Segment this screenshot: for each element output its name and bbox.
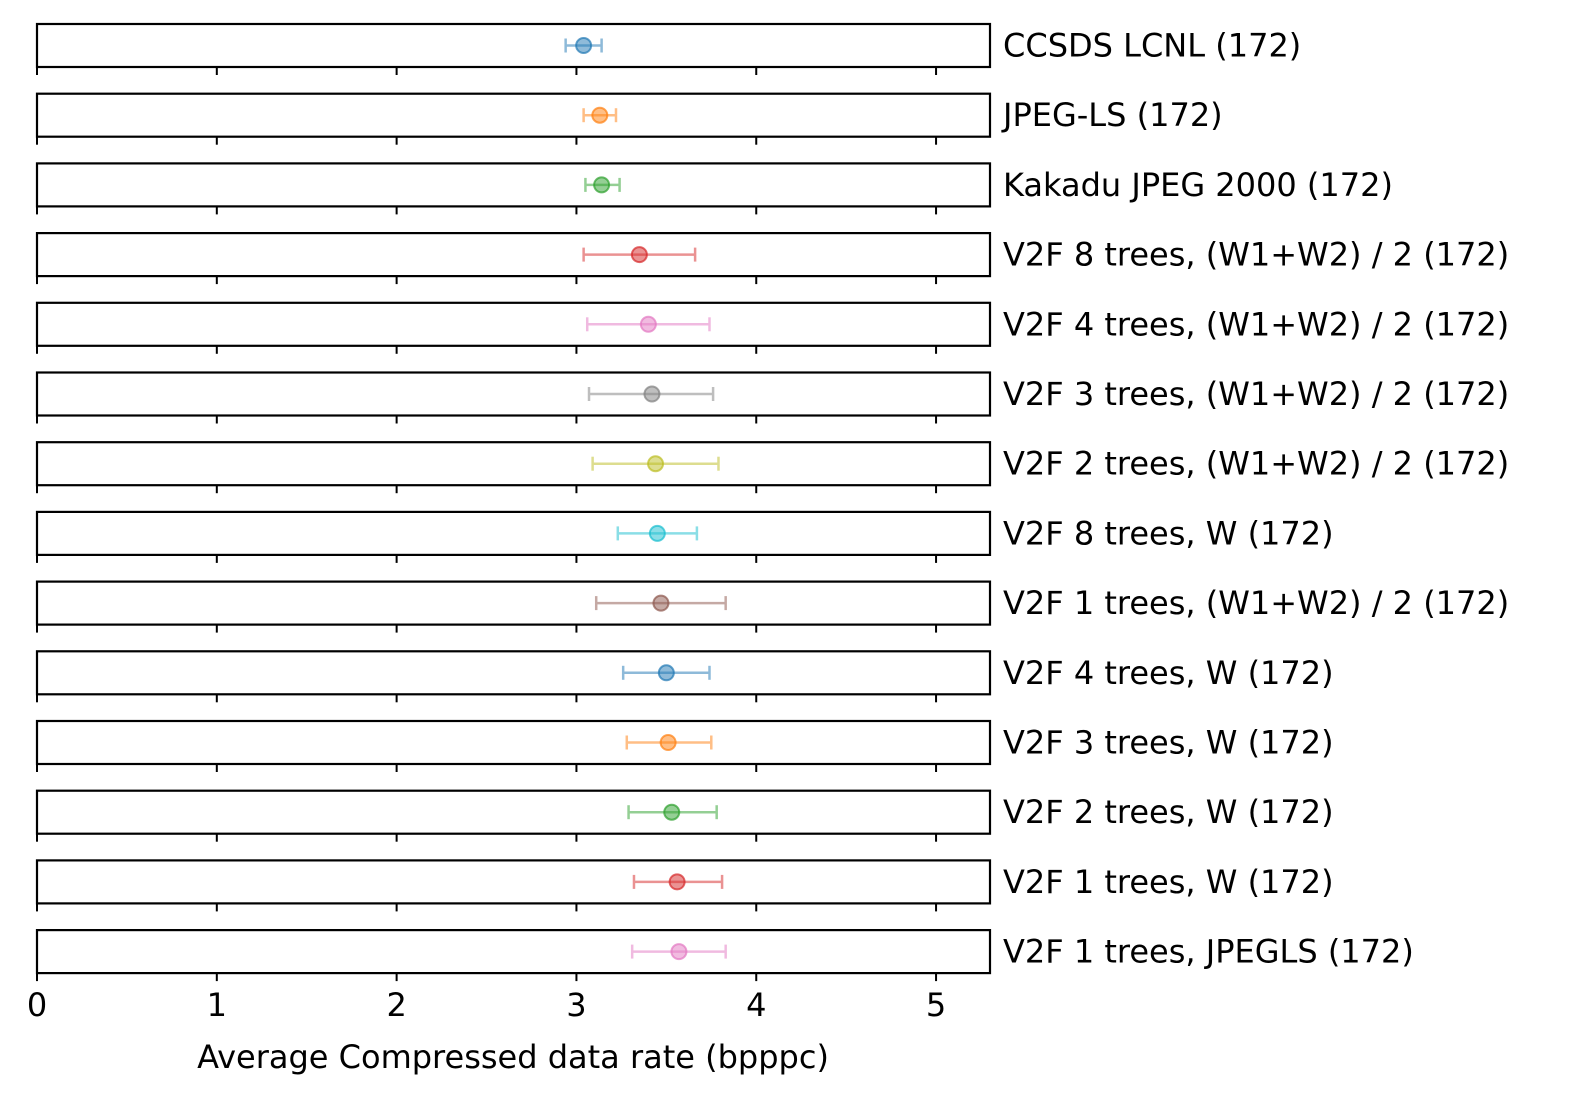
mean-point <box>663 803 681 821</box>
mean-point <box>648 524 666 542</box>
chart-row: V2F 3 trees, W (172) <box>35 719 1334 772</box>
mean-point <box>647 455 665 473</box>
chart-row: V2F 1 trees, JPEGLS (172) <box>35 928 1414 982</box>
row-label: V2F 4 trees, W (172) <box>1003 654 1334 692</box>
mean-point <box>630 246 648 264</box>
chart-row: CCSDS LCNL (172) <box>35 22 1301 75</box>
x-axis-label: Average Compressed data rate (bpppc) <box>197 1038 829 1076</box>
row-label: V2F 1 trees, W (172) <box>1003 863 1334 901</box>
row-label: V2F 8 trees, W (172) <box>1003 514 1334 552</box>
row-frame <box>35 371 992 417</box>
row-frame <box>35 232 992 278</box>
row-frame <box>35 859 992 905</box>
x-tick-label: 0 <box>27 986 47 1024</box>
row-label: V2F 8 trees, (W1+W2) / 2 (172) <box>1003 236 1509 274</box>
chart-row: V2F 1 trees, W (172) <box>35 859 1334 912</box>
chart-row: V2F 8 trees, W (172) <box>35 510 1334 563</box>
x-tick-label: 2 <box>386 986 406 1024</box>
mean-point <box>593 176 611 194</box>
row-label: V2F 2 trees, W (172) <box>1003 793 1334 831</box>
mean-point <box>670 943 688 961</box>
chart-row: V2F 3 trees, (W1+W2) / 2 (172) <box>35 371 1509 424</box>
x-tick-label: 1 <box>207 986 227 1024</box>
row-frame <box>35 441 992 487</box>
chart-row: Kakadu JPEG 2000 (172) <box>35 162 1393 215</box>
chart-row: V2F 4 trees, (W1+W2) / 2 (172) <box>35 301 1509 354</box>
row-frame <box>35 719 992 766</box>
row-label: V2F 4 trees, (W1+W2) / 2 (172) <box>1003 305 1509 343</box>
row-frame <box>35 510 992 556</box>
mean-point <box>657 664 675 682</box>
chart-row: V2F 2 trees, (W1+W2) / 2 (172) <box>35 441 1509 494</box>
mean-point <box>639 315 657 333</box>
x-axis: 0 1 2 3 4 5 <box>27 986 946 1024</box>
row-label: V2F 1 trees, (W1+W2) / 2 (172) <box>1003 584 1509 622</box>
chart-row: V2F 4 trees, W (172) <box>35 650 1334 703</box>
row-frame <box>35 650 992 696</box>
row-label: JPEG-LS (172) <box>1001 96 1223 134</box>
mean-point <box>652 594 670 612</box>
row-frame <box>35 162 992 208</box>
mean-point <box>643 385 661 403</box>
row-frame <box>35 22 992 69</box>
row-label: V2F 3 trees, W (172) <box>1003 724 1334 762</box>
mean-point <box>659 734 677 751</box>
mean-point <box>668 873 686 891</box>
row-frame <box>35 928 992 975</box>
mean-point <box>591 106 609 124</box>
row-label: Kakadu JPEG 2000 (172) <box>1003 166 1393 204</box>
row-label: CCSDS LCNL (172) <box>1003 27 1301 65</box>
x-tick-label: 5 <box>926 986 946 1024</box>
row-label: V2F 2 trees, (W1+W2) / 2 (172) <box>1003 445 1509 483</box>
chart-row: V2F 2 trees, W (172) <box>35 789 1334 842</box>
x-tick-label: 3 <box>566 986 586 1024</box>
chart-row: V2F 1 trees, (W1+W2) / 2 (172) <box>35 580 1509 633</box>
row-frame <box>35 92 992 138</box>
row-frame <box>35 580 992 626</box>
chart-rows: CCSDS LCNL (172) JPEG-LS (172) Kakadu JPEG… <box>35 22 1509 982</box>
chart-row: JPEG-LS (172) <box>35 92 1223 145</box>
x-tick-label: 4 <box>746 986 766 1024</box>
row-label: V2F 3 trees, (W1+W2) / 2 (172) <box>1003 375 1509 413</box>
mean-point <box>575 37 593 54</box>
row-frame <box>35 789 992 835</box>
row-label: V2F 1 trees, JPEGLS (172) <box>1003 933 1414 971</box>
chart-row: V2F 8 trees, (W1+W2) / 2 (172) <box>35 232 1509 285</box>
row-frame <box>35 301 992 347</box>
